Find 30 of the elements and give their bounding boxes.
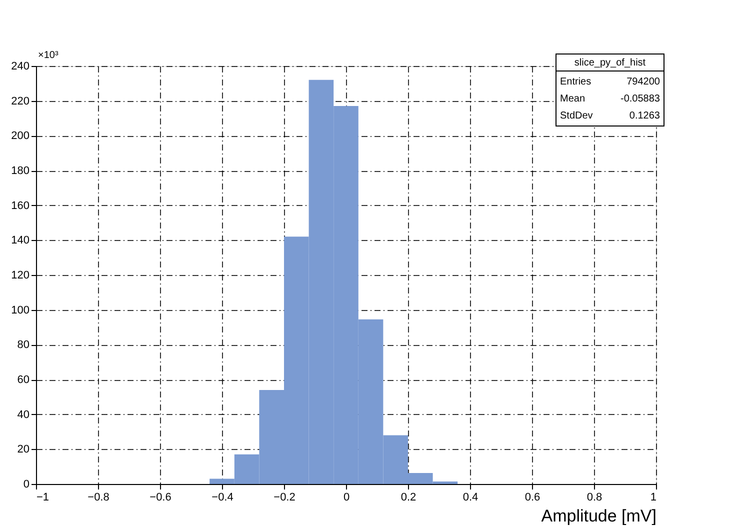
x-tick-label: 0.2	[400, 492, 416, 504]
x-tick-label: 0.6	[524, 492, 540, 504]
x-tick-label: 0.8	[586, 492, 602, 504]
y-tick-label: 140	[11, 234, 30, 247]
y-tick-label: 100	[11, 304, 30, 316]
y-tick-label: 180	[11, 165, 30, 177]
x-axis-title: Amplitude [mV]	[541, 506, 656, 526]
y-tick-label: 40	[17, 408, 30, 421]
x-tick-label: −0.6	[150, 492, 172, 504]
text: Mean -0.05883	[560, 94, 660, 104]
y-tick-label: 60	[17, 374, 30, 386]
x-tick-label: 0	[343, 492, 350, 504]
y-tick-label: 220	[11, 95, 30, 108]
text: StdDev 0.1263	[560, 110, 660, 122]
y-tick-label: 0	[23, 478, 30, 490]
x-tick-label: 1	[650, 492, 656, 504]
y-tick-label: 80	[17, 339, 30, 352]
x-tick-label: −0.4	[212, 492, 234, 504]
y-tick-label: 240	[11, 60, 30, 72]
y-tick-label: 200	[11, 130, 30, 142]
x-tick-label: 0.4	[462, 492, 478, 504]
text: Entries 794200	[560, 76, 660, 88]
y-tick-label: 160	[11, 200, 30, 212]
x-tick-label: −1	[36, 492, 50, 504]
y-tick-label: 20	[17, 444, 30, 456]
annotation: slice_py_of_hist	[574, 58, 646, 68]
x-tick-label: −0.2	[274, 492, 296, 504]
text: ×10³	[38, 50, 59, 61]
x-tick-label: −0.8	[88, 492, 110, 504]
y-tick-label: 120	[11, 270, 30, 282]
